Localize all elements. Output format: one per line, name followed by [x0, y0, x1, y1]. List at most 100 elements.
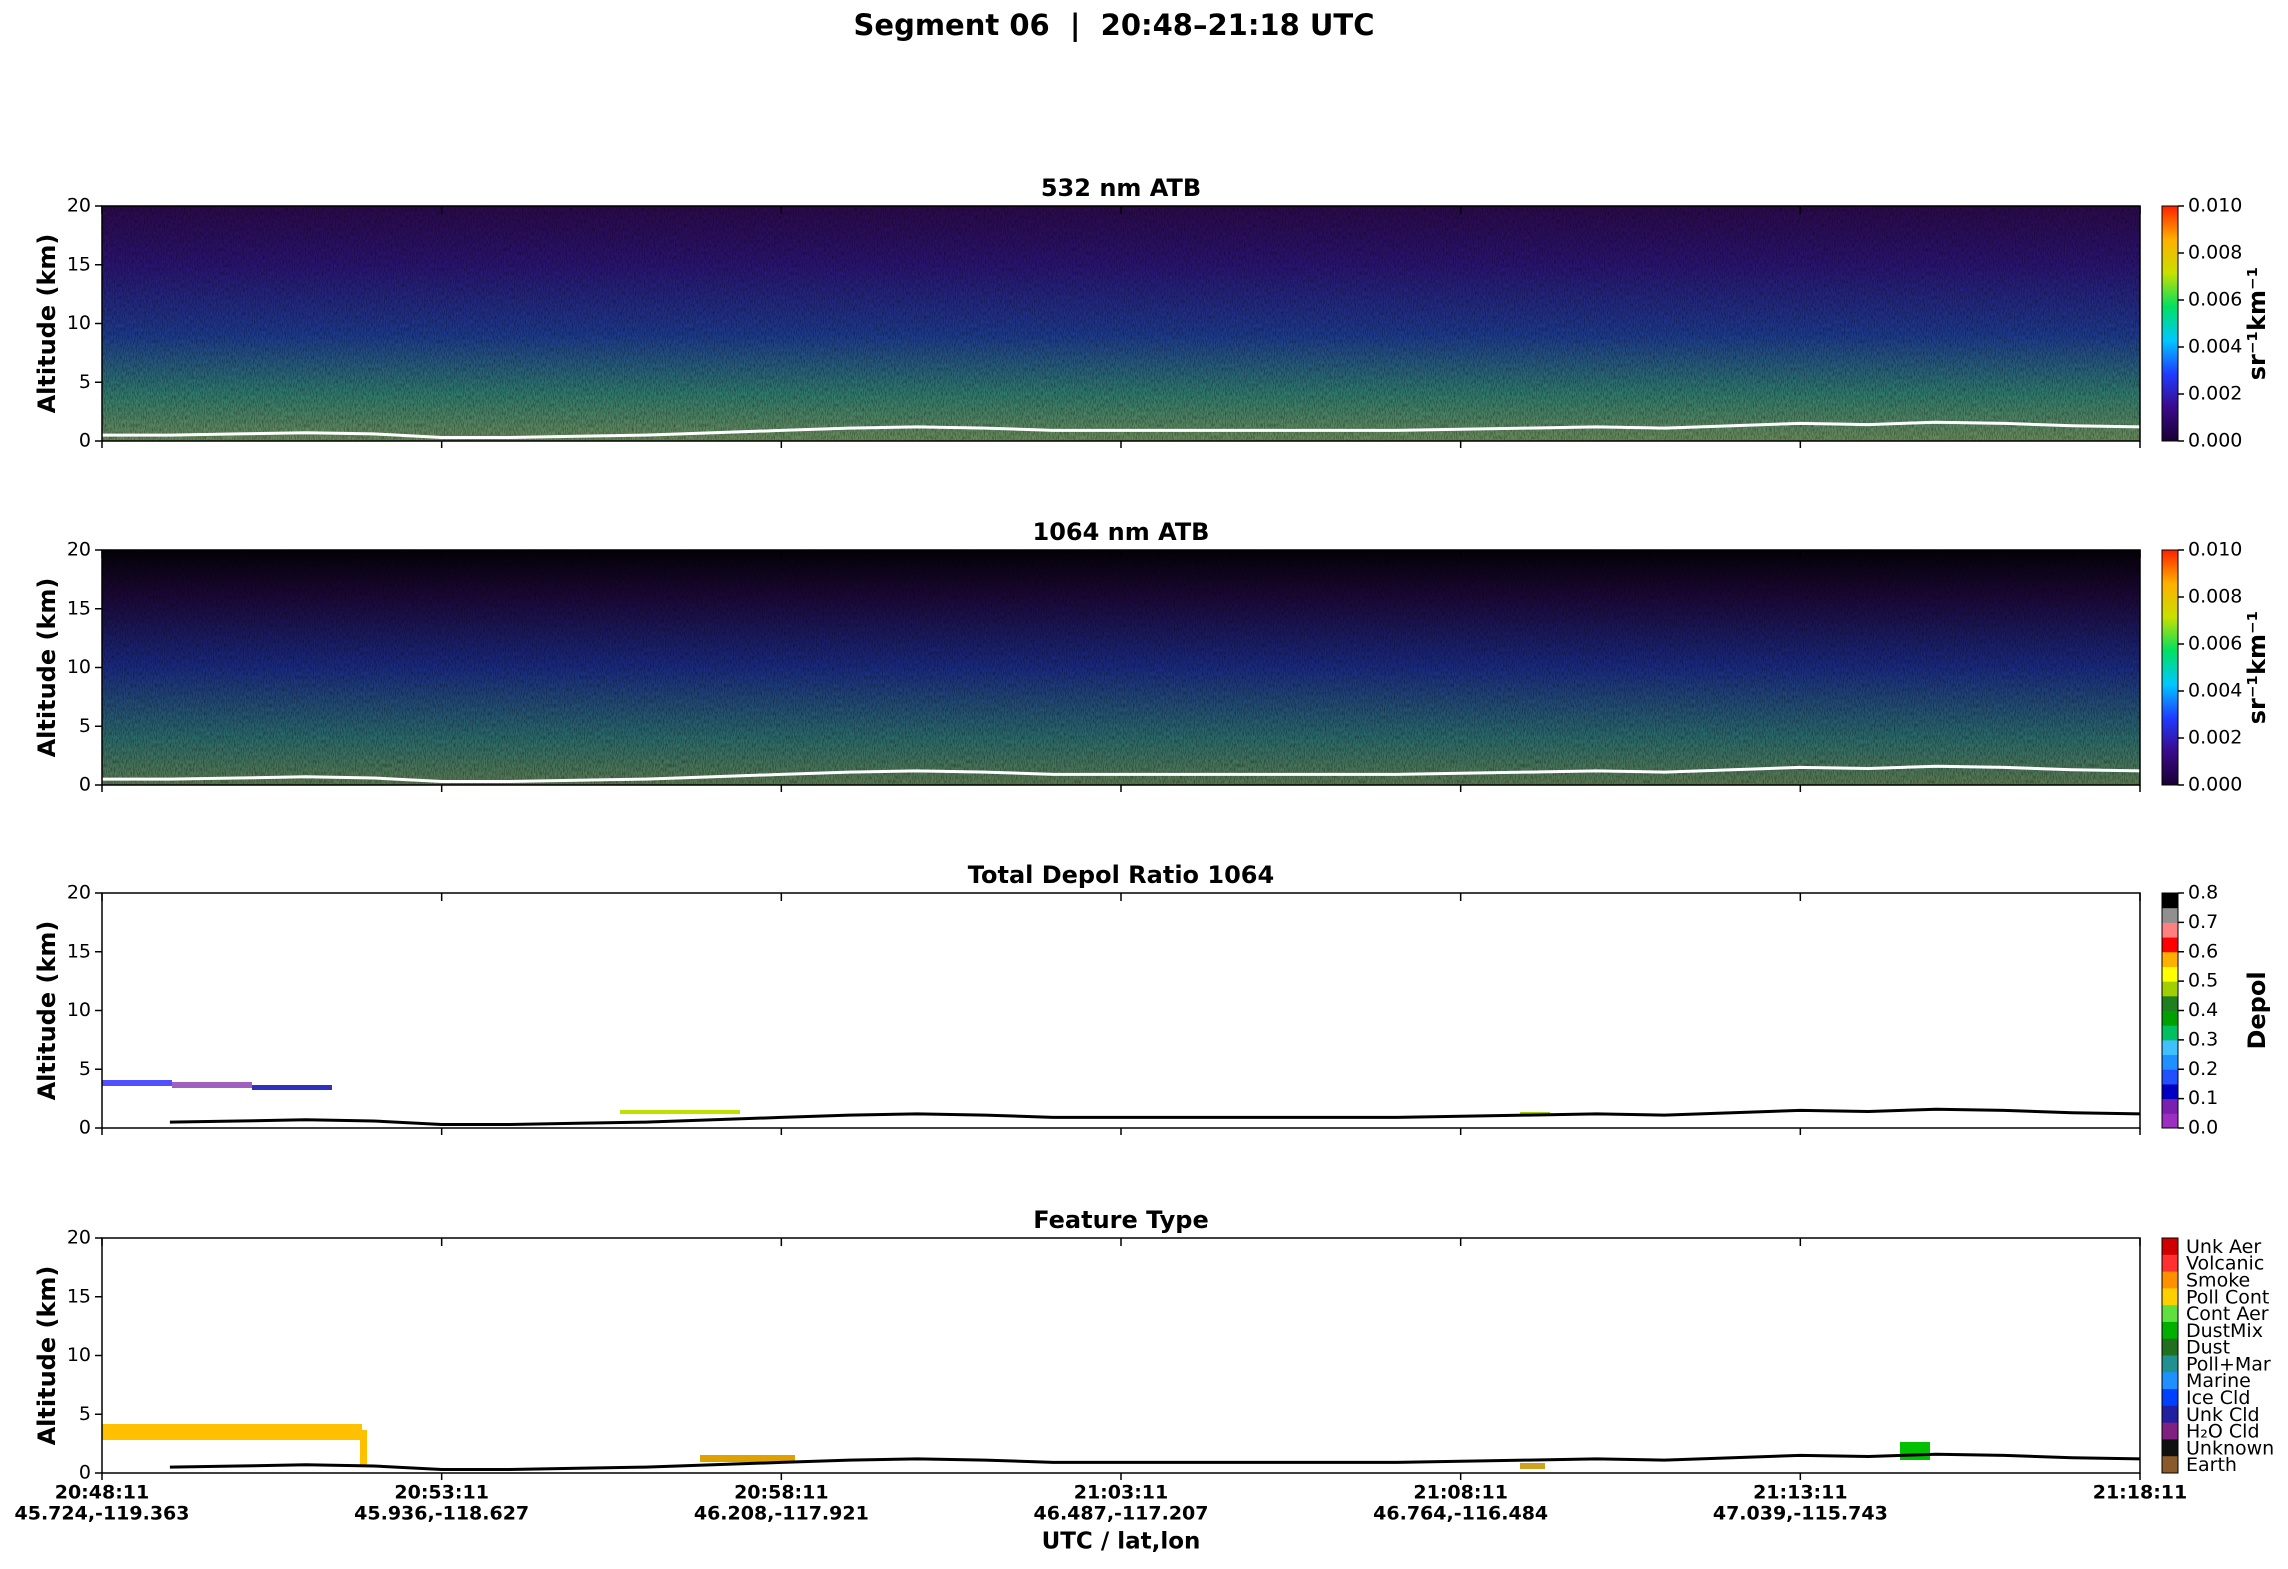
backscatter-noise [102, 206, 2140, 441]
colorbar-segment [2162, 1372, 2178, 1390]
y-tick-label: 10 [67, 312, 91, 334]
backscatter-noise [102, 550, 2140, 785]
y-tick-label: 0 [79, 1117, 91, 1139]
colorbar-segment [2162, 907, 2178, 923]
panel-title: 532 nm ATB [1041, 174, 1201, 202]
y-tick-label: 10 [67, 656, 91, 678]
colorbar-tick-label: 0.5 [2188, 970, 2218, 992]
colorbar-tick-label: 0.4 [2188, 999, 2218, 1021]
panel-title: 1064 nm ATB [1033, 518, 1210, 546]
colorbar-category-label: Cont Aer [2186, 1303, 2269, 1325]
y-tick-label: 15 [67, 940, 91, 962]
x-tick-label: 20:48:11 [55, 1482, 150, 1504]
y-tick-label: 10 [67, 999, 91, 1021]
colorbar-tick-label: 0.2 [2188, 1058, 2218, 1080]
panel [102, 893, 2140, 1128]
panel-title: Total Depol Ratio 1064 [968, 861, 1274, 889]
colorbar-segment [2162, 951, 2178, 967]
y-tick-label: 20 [67, 539, 91, 561]
surface-line [102, 764, 2141, 783]
y-tick-label: 10 [67, 1344, 91, 1366]
y-tick-label: 0 [79, 1462, 91, 1484]
y-axis-label: Altitude (km) [33, 578, 61, 758]
colorbar-segment [2162, 1025, 2178, 1041]
y-axis-label: Altitude (km) [33, 921, 61, 1101]
y-tick-label: 5 [79, 1403, 91, 1425]
surface-line [169, 1452, 2141, 1471]
colorbar-segment [2162, 1039, 2178, 1056]
colorbar-category-label: Dust [2186, 1337, 2230, 1359]
colorbar-segment [2162, 1113, 2178, 1129]
panel [102, 206, 2140, 441]
panel [102, 1238, 2140, 1473]
x-tick-label: 20:53:11 [394, 1482, 489, 1504]
x-tick-label: 21:08:11 [1413, 1482, 1508, 1504]
y-tick-label: 20 [67, 882, 91, 904]
y-tick-label: 15 [67, 253, 91, 275]
colorbar-segment [2162, 1010, 2178, 1026]
plot-area [102, 893, 2140, 1128]
colorbar-category-label: H₂O Cld [2186, 1421, 2260, 1443]
colorbar-tick-label: 0.002 [2188, 383, 2242, 405]
x-tick-label: 45.724,-119.363 [15, 1503, 190, 1525]
colorbar-segment [2162, 922, 2178, 938]
colorbar-segment [2162, 1439, 2178, 1457]
colorbar-category-label: DustMix [2186, 1320, 2263, 1342]
colorbar-tick-label: 0.0 [2188, 1117, 2218, 1139]
panel [102, 550, 2140, 785]
y-axis-label: Altitude (km) [33, 1266, 61, 1446]
y-tick-label: 5 [79, 1058, 91, 1080]
colorbar-segment [2162, 995, 2178, 1011]
colorbar-tick-label: 0.002 [2188, 727, 2242, 749]
x-tick-label: 20:58:11 [734, 1482, 829, 1504]
colorbar-segment [2162, 1456, 2178, 1474]
colorbar [2161, 549, 2179, 786]
colorbar-tick-label: 0.004 [2188, 336, 2242, 358]
colorbar-segment [2162, 981, 2178, 997]
colorbar-tick-label: 0.004 [2188, 680, 2242, 702]
y-tick-label: 15 [67, 597, 91, 619]
panel-title: Feature Type [1033, 1206, 1209, 1234]
colorbar-tick-label: 0.1 [2188, 1087, 2218, 1109]
colorbar-category-label: Unk Aer [2186, 1236, 2261, 1258]
colorbar-label: sr⁻¹km⁻¹ [2243, 611, 2271, 724]
y-tick-label: 20 [67, 1227, 91, 1249]
colorbar-segment [2162, 1405, 2178, 1424]
colorbar-label: Depol [2243, 971, 2271, 1049]
colorbar-segment [2162, 893, 2178, 909]
colorbar-tick-label: 0.6 [2188, 940, 2218, 962]
colorbar-category-label: Poll+Mar [2186, 1353, 2271, 1375]
colorbar-category-label: Earth [2186, 1454, 2237, 1476]
colorbar-category-label: Marine [2186, 1370, 2251, 1392]
y-axis-label: Altitude (km) [33, 234, 61, 414]
colorbar-tick-label: 0.010 [2188, 195, 2242, 217]
colorbar-tick-label: 0.008 [2188, 586, 2242, 608]
figure-title: Segment 06 | 20:48–21:18 UTC [854, 8, 1375, 42]
x-tick-label: 21:18:11 [2093, 1482, 2188, 1504]
colorbar-segment [2162, 1238, 2178, 1256]
colorbar-category-label: Unk Cld [2186, 1404, 2260, 1426]
colorbar-category-label: Unknown [2186, 1437, 2274, 1459]
colorbar-segment [2162, 966, 2178, 982]
colorbar-segment [2162, 1098, 2178, 1114]
colorbar-tick-label: 0.7 [2188, 911, 2218, 933]
colorbar [2161, 205, 2179, 442]
surface-line [169, 1107, 2141, 1126]
surface-line [102, 420, 2141, 439]
colorbar-tick-label: 0.8 [2188, 882, 2218, 904]
colorbar-label: sr⁻¹km⁻¹ [2243, 267, 2271, 380]
x-tick-label: 45.936,-118.627 [354, 1503, 529, 1525]
plot-area [102, 1238, 2140, 1473]
y-tick-label: 0 [79, 430, 91, 452]
x-tick-label: 46.487,-117.207 [1034, 1503, 1209, 1525]
x-axis-label: UTC / lat,lon [1042, 1529, 1201, 1555]
colorbar-category-label: Smoke [2186, 1269, 2250, 1291]
colorbar-category-label: Poll Cont [2186, 1286, 2269, 1308]
colorbar-tick-label: 0.006 [2188, 633, 2242, 655]
colorbar-segment [2162, 1069, 2178, 1085]
colorbar-segment [2162, 1271, 2178, 1289]
colorbar-segment [2162, 1054, 2178, 1070]
colorbar-segment [2162, 1254, 2178, 1273]
y-tick-label: 5 [79, 371, 91, 393]
